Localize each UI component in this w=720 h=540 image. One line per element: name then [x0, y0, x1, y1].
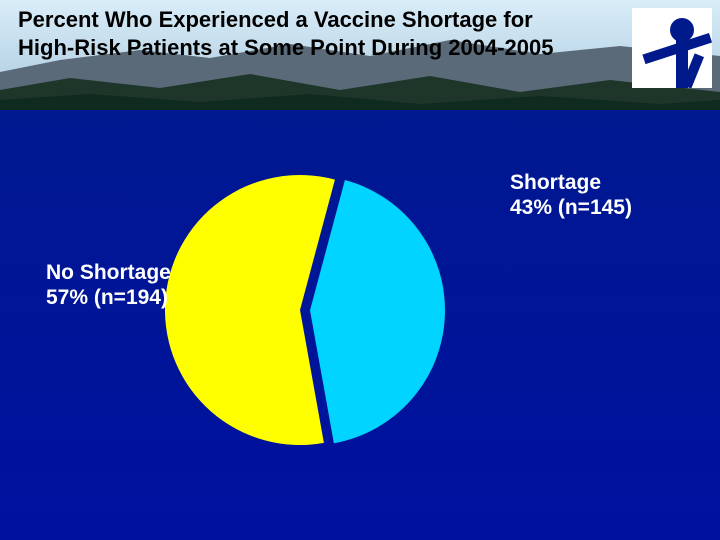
label-no-shortage-line2: 57% (n=194) [46, 285, 171, 310]
label-shortage-line1: Shortage [510, 170, 632, 195]
slide-title: Percent Who Experienced a Vaccine Shorta… [18, 6, 578, 61]
pie-slice-shortage [310, 180, 445, 443]
slide: Percent Who Experienced a Vaccine Shorta… [0, 0, 720, 540]
pie-slice-no-shortage [165, 175, 335, 445]
pie-chart [147, 157, 453, 463]
label-shortage: Shortage 43% (n=145) [510, 170, 632, 220]
label-no-shortage-line1: No Shortage [46, 260, 171, 285]
logo [632, 8, 712, 88]
label-no-shortage: No Shortage 57% (n=194) [46, 260, 171, 310]
label-shortage-line2: 43% (n=145) [510, 195, 632, 220]
logo-icon [632, 8, 712, 88]
